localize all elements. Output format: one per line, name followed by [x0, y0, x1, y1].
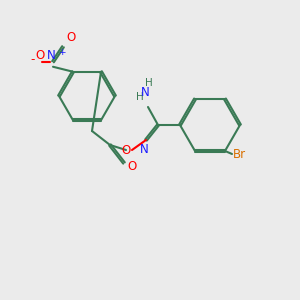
Text: N: N [46, 49, 56, 62]
Text: Br: Br [233, 148, 246, 161]
Text: N: N [141, 86, 149, 99]
Text: -: - [31, 53, 35, 66]
Text: O: O [66, 31, 75, 44]
Text: H: H [145, 78, 153, 88]
Text: N: N [140, 143, 148, 156]
Text: O: O [122, 145, 130, 158]
Text: O: O [127, 160, 136, 173]
Text: O: O [35, 49, 45, 62]
Text: H: H [136, 92, 144, 102]
Text: +: + [58, 48, 66, 57]
